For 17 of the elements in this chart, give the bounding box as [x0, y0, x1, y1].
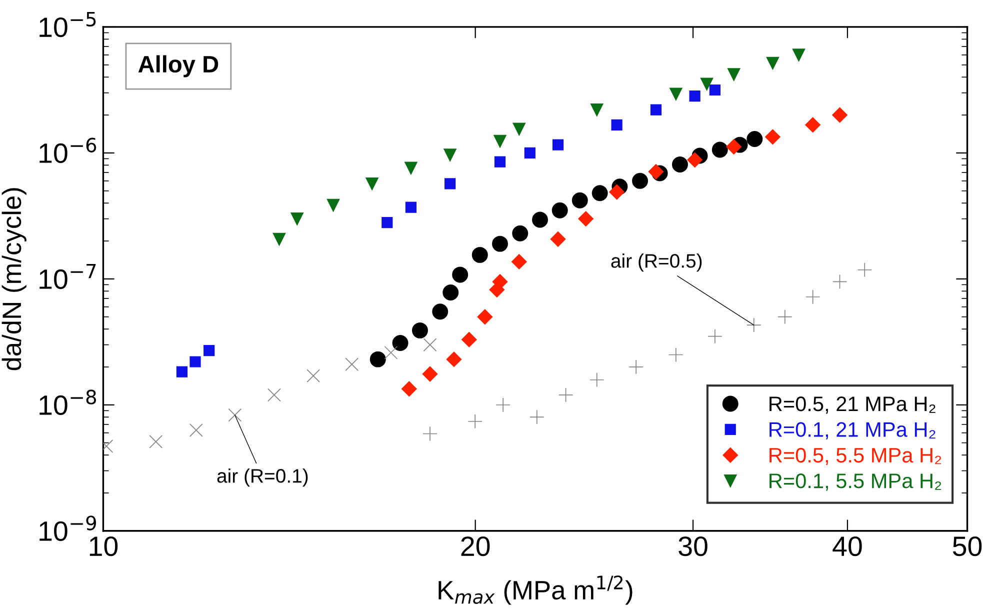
x-tick-label: 30 — [678, 536, 708, 556]
legend-label: R=0.1, 5.5 MPa H₂ — [770, 474, 942, 491]
y-tick-label: 10$^{−5}$ — [40, 12, 96, 38]
annotation: air (R=0.1) — [217, 468, 308, 487]
y-tick-label: 10$^{−8}$ — [40, 390, 96, 416]
legend-label: R=0.5, 5.5 MPa H₂ — [770, 448, 942, 466]
x-tick-label: 20 — [461, 536, 490, 556]
annotation: Alloy D — [138, 55, 218, 78]
x-tick-label: 50 — [952, 536, 982, 556]
x-tick-label: 40 — [832, 536, 862, 556]
legend-label: R=0.5, 21 MPa H₂ — [770, 396, 936, 414]
y-tick-label: 10$^{−6}$ — [40, 138, 96, 164]
legend-label: R=0.1, 21 MPa H₂ — [770, 422, 936, 440]
annotation: air (R=0.5) — [611, 254, 702, 272]
y-tick-label: 10$^{−7}$ — [40, 264, 96, 290]
x-axis-title: K$_{max}$ (MPa m$^{1/2}$) — [438, 576, 632, 605]
y-axis-title: da/dN (m/cycle) — [2, 188, 26, 370]
